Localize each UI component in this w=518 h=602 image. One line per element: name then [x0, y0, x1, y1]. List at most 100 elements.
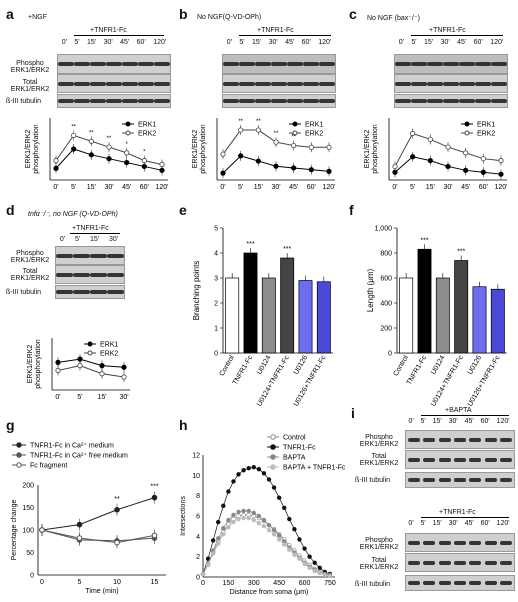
western-blot-tubulin	[405, 575, 515, 591]
y-axis-label: ERK1/ERK2phosphorylation	[192, 124, 207, 174]
western-blot-total	[405, 553, 515, 572]
legend-label: ERK2	[305, 131, 323, 138]
x-tick-label: 30'	[271, 184, 280, 191]
lane-label: 0'	[408, 520, 414, 527]
y-tick-label: 50	[26, 550, 34, 557]
x-tick-label: 0'	[392, 184, 397, 191]
condition-label: No NGF (bax⁻/⁻)	[367, 15, 420, 22]
y-tick-label: 0	[196, 575, 200, 582]
x-tick-label: 30'	[119, 394, 128, 401]
legend-label: ERK1	[138, 122, 156, 129]
western-blot-tubulin	[405, 472, 515, 488]
lane-label: 30'	[103, 39, 113, 46]
significance-marker: ***	[246, 241, 254, 248]
lane-label: 30'	[448, 520, 458, 527]
data-point	[273, 163, 279, 169]
lane-labels: 0' 5' 15' 30' 45' 60' 120'	[395, 39, 507, 46]
lane-label: 45'	[285, 39, 295, 46]
data-point	[216, 541, 221, 546]
panel-i: i +BAPTA 0' 5' 15' 30' 45' 60' 120' Phospho ER…	[345, 405, 518, 602]
data-point	[273, 139, 279, 145]
lane-labels: 0' 5' 15' 30'	[55, 236, 123, 243]
lane-label: 0'	[226, 39, 232, 46]
y-axis-label: Percentage change	[11, 500, 18, 561]
x-tick-label: 0'	[220, 184, 225, 191]
data-point	[231, 519, 236, 525]
data-point	[216, 536, 221, 541]
treatment-label-bapta: +BAPTA	[445, 407, 472, 414]
panel-a: a +NGF +TNFR1-Fc 0' 5' 15' 30' 45' 60' 120' Ph…	[0, 0, 175, 195]
western-blot-tubulin	[222, 94, 336, 108]
lane-label: 120'	[496, 418, 510, 425]
series-line-erk1	[57, 358, 125, 368]
data-point	[231, 479, 236, 484]
lane-label: 60'	[473, 39, 483, 46]
x-tick-label: 5	[78, 579, 82, 586]
x-tick-label: 300	[248, 580, 260, 587]
legend-marker	[87, 341, 93, 347]
data-point	[302, 561, 307, 566]
x-tick-label: 450	[273, 580, 285, 587]
legend-marker	[16, 442, 22, 448]
x-tick-label: 120'	[155, 184, 168, 191]
lane-labels: 0' 5' 15' 30' 45' 60' 120'	[405, 418, 513, 425]
data-point	[99, 363, 105, 369]
data-point	[246, 508, 251, 514]
legend-label: TNFR1-Fc in Ca²⁺ free medium	[30, 453, 128, 460]
y-axis-label: Intersections	[180, 496, 187, 536]
data-point	[297, 556, 302, 561]
significance-marker: **	[256, 119, 261, 125]
y-tick-label: 5	[214, 226, 218, 233]
data-point	[121, 364, 127, 370]
data-point	[124, 150, 130, 156]
panel-label: i	[351, 405, 355, 421]
data-point	[106, 156, 112, 162]
data-point	[246, 515, 251, 521]
data-point	[291, 165, 297, 171]
y-tick-label: 2	[214, 301, 218, 308]
data-point	[121, 374, 127, 380]
y-tick-label: 600	[380, 276, 392, 283]
significance-marker: ***	[150, 484, 158, 491]
data-point	[312, 568, 317, 574]
x-tick-label: 60'	[140, 184, 149, 191]
lane-label: 15'	[424, 39, 434, 46]
western-blot-total	[405, 450, 515, 469]
legend-marker	[270, 434, 276, 440]
lane-label: 30'	[268, 39, 278, 46]
bar	[316, 281, 331, 354]
blot-row-label-phospho: Phospho ERK1/ERK2	[359, 434, 399, 448]
data-point	[317, 565, 322, 571]
lane-label: 5'	[74, 236, 81, 243]
y-tick-label: 0	[30, 573, 34, 580]
data-point	[292, 527, 297, 532]
legend-label: BAPTA + TNFR1-Fc	[283, 465, 345, 472]
data-point	[276, 533, 282, 538]
western-blot-total	[57, 74, 171, 93]
data-point	[307, 565, 312, 571]
legend-label: ERK2	[100, 351, 118, 358]
data-point	[445, 144, 451, 150]
data-point	[302, 546, 307, 551]
x-tick-label: 5'	[71, 184, 76, 191]
x-axis-label: Distance from soma (μm)	[230, 589, 309, 596]
panel-e: e 0 1 2 3 4 5 Branching points Control *** TNFR1-…	[175, 200, 345, 410]
data-point	[141, 158, 147, 164]
data-point	[106, 144, 112, 150]
lane-label: 0'	[59, 236, 66, 243]
data-point	[53, 165, 59, 171]
data-point	[39, 527, 45, 533]
blot-row-label-tubulin: ß-III tubulin	[6, 289, 42, 296]
y-tick-label: 150	[22, 505, 34, 512]
data-point	[220, 170, 226, 176]
lane-label: 45'	[464, 418, 474, 425]
panel-label: e	[179, 202, 187, 218]
data-point	[297, 537, 302, 542]
lane-label: 15'	[432, 418, 442, 425]
panel-label: g	[6, 417, 15, 433]
data-point	[55, 359, 61, 365]
y-tick-label: 8	[196, 493, 200, 500]
data-point	[151, 532, 158, 539]
data-point	[282, 505, 287, 511]
x-tick-label: 30'	[443, 184, 452, 191]
